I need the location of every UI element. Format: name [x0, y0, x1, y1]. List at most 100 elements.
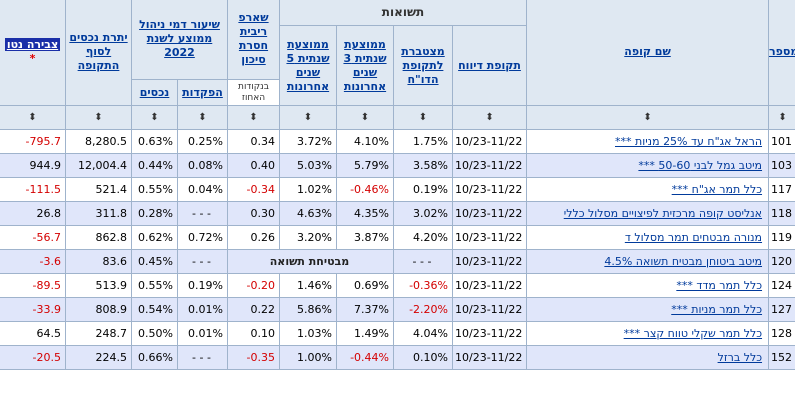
cell-fund-id: 103 — [768, 153, 795, 178]
fund-name-link[interactable]: כלל תמר מניות *** — [671, 303, 763, 316]
col-header-fees-assets-link[interactable]: נכסים — [139, 86, 170, 99]
fund-name-link[interactable]: אנליסט קופה מרכזית לפיצויים מסלול כללי — [563, 207, 763, 220]
cell-fee-deposits: - - - — [177, 345, 228, 370]
cell-fee-assets: 0.54% — [131, 297, 178, 322]
fund-name-link[interactable]: כלל ברזל — [717, 351, 763, 364]
cell-avg5: 5.86% — [279, 297, 337, 322]
cell-assets: 513.9 — [65, 273, 132, 298]
cell-assets: 808.9 — [65, 297, 132, 322]
cell-fund-id: 117 — [768, 177, 795, 202]
sort-fees-deposits-icon[interactable]: ⬍ — [177, 105, 228, 130]
cell-cum: -2.20% — [393, 297, 453, 322]
cell-fee-assets: 0.28% — [131, 201, 178, 226]
cell-fee-assets: 0.55% — [131, 273, 178, 298]
col-header-avg3-link[interactable]: ממוצעת שנתית 3 שנים אחרונות — [343, 37, 387, 93]
col-header-fees-deposits-link[interactable]: הפקדות — [182, 86, 223, 99]
cell-cum: -0.36% — [393, 273, 453, 298]
cell-fund-name: אנליסט קופה מרכזית לפיצויים מסלול כללי — [526, 201, 770, 226]
cell-netflow: -20.5 — [0, 345, 66, 370]
col-header-fees-assets[interactable]: נכסים — [131, 79, 178, 106]
cell-fee-assets: 0.55% — [131, 177, 178, 202]
cell-avg5: 5.03% — [279, 153, 337, 178]
cell-avg5: 1.00% — [279, 345, 337, 370]
table-row: -795.7 8,280.5 0.63% 0.25% 0.34 3.72% 4.10% 1.7… — [0, 129, 795, 154]
col-header-period[interactable]: תקופת דיווח — [451, 25, 528, 106]
table-row: 944.9 12,004.4 0.44% 0.08% 0.40 5.03% 5.79% 3.5… — [0, 153, 795, 178]
fund-name-link[interactable]: כלל תמר מדד *** — [676, 279, 763, 292]
cell-sharpe: 0.30 — [227, 201, 280, 226]
sort-sharpe-icon[interactable]: ⬍ — [227, 105, 280, 130]
col-header-avg3[interactable]: ממוצעת שנתית 3 שנים אחרונות — [336, 25, 394, 106]
sort-name-icon[interactable]: ⬍ — [526, 105, 770, 130]
cell-fund-name: כלל תמר שקלי טווח קצר *** — [526, 321, 770, 346]
cell-assets: 248.7 — [65, 321, 132, 346]
table-row: -3.6 83.6 0.45% - - - מבטיחת תשואה - - -10/23… — [0, 249, 795, 274]
cell-avg3: -0.44% — [336, 345, 394, 370]
cell-assets: 224.5 — [65, 345, 132, 370]
cell-avg5: 3.20% — [279, 225, 337, 250]
cell-sharpe: 0.40 — [227, 153, 280, 178]
col-header-name[interactable]: שם קופה — [526, 0, 770, 106]
cell-netflow: 64.5 — [0, 321, 66, 346]
col-header-name-link[interactable]: שם קופה — [624, 45, 671, 58]
col-header-fees-link[interactable]: שיעור דמי ניהול ממוצע לשנת 2022 — [139, 18, 220, 59]
sort-cum-icon[interactable]: ⬍ — [393, 105, 453, 130]
cell-fee-deposits: 0.01% — [177, 321, 228, 346]
cell-avg5: 4.63% — [279, 201, 337, 226]
cell-fee-deposits: 0.08% — [177, 153, 228, 178]
fund-name-link[interactable]: מיטב ביטוחן מבטיח תשואה 4.5% — [604, 255, 763, 268]
col-header-avg5-link[interactable]: ממוצעת שנתית 5 שנים אחרונות — [286, 37, 330, 93]
fund-name-link[interactable]: מיטב גמל לבני 50-60 *** — [638, 159, 763, 172]
sort-fees-assets-icon[interactable]: ⬍ — [131, 105, 178, 130]
fund-name-link[interactable]: כלל תמר שקלי טווח קצר *** — [623, 327, 763, 340]
col-header-netflow[interactable]: צבירה נטו * — [0, 0, 66, 106]
col-header-sharpe[interactable]: שארפ ריבית חסרת סיכון — [227, 0, 280, 80]
cell-fund-name: מנורה מבטחים תמר מסלול ד — [526, 225, 770, 250]
sort-period-icon[interactable]: ⬍ — [451, 105, 528, 130]
cell-fund-id: 118 — [768, 201, 795, 226]
col-header-fees-deposits[interactable]: הפקדות — [177, 79, 228, 106]
sort-avg3-icon[interactable]: ⬍ — [336, 105, 394, 130]
col-header-cum-link[interactable]: מצטברת לתקופת הדו"ח — [401, 44, 445, 86]
col-header-sharpe-link[interactable]: שארפ ריבית חסרת סיכון — [238, 11, 269, 66]
cell-fund-name: כלל ברזל — [526, 345, 770, 370]
cell-assets: 12,004.4 — [65, 153, 132, 178]
cell-netflow: -111.5 — [0, 177, 66, 202]
cell-avg5: 1.46% — [279, 273, 337, 298]
col-header-id-link[interactable]: מספר — [769, 45, 795, 58]
fund-name-link[interactable]: כלל תמר אג"ח *** — [671, 183, 763, 196]
cell-sharpe: 0.34 — [227, 129, 280, 154]
col-header-assets-link[interactable]: יתרת נכסים לסוף התקופה — [69, 31, 128, 72]
cell-fee-assets: 0.44% — [131, 153, 178, 178]
cell-netflow: -33.9 — [0, 297, 66, 322]
sort-id-icon[interactable]: ⬍ — [768, 105, 795, 130]
cell-cum: 4.20% — [393, 225, 453, 250]
fund-name-link[interactable]: מנורה מבטחים תמר מסלול ד — [624, 231, 763, 244]
col-header-assets[interactable]: יתרת נכסים לסוף התקופה — [65, 0, 132, 106]
cell-netflow: -89.5 — [0, 273, 66, 298]
sort-assets-icon[interactable]: ⬍ — [65, 105, 132, 130]
table-row: 64.5 248.7 0.50% 0.01% 0.10 1.03% 1.49% 4.04% 10… — [0, 321, 795, 346]
cell-avg3: 0.69% — [336, 273, 394, 298]
sort-netflow-icon[interactable]: ⬍ — [0, 105, 66, 130]
table-row: 26.8 311.8 0.28% - - -0.30 4.63% 4.35% 3.02% 10… — [0, 201, 795, 226]
cell-fee-deposits: 0.04% — [177, 177, 228, 202]
col-header-period-link[interactable]: תקופת דיווח — [458, 58, 521, 72]
cell-sharpe: -0.34 — [227, 177, 280, 202]
col-header-avg5[interactable]: ממוצעת שנתית 5 שנים אחרונות — [279, 25, 337, 106]
col-header-fees[interactable]: שיעור דמי ניהול ממוצע לשנת 2022 — [131, 0, 228, 80]
sort-avg5-icon[interactable]: ⬍ — [279, 105, 337, 130]
col-header-cum[interactable]: מצטברת לתקופת הדו"ח — [393, 25, 453, 106]
col-header-id[interactable]: מספר — [768, 0, 795, 106]
cell-cum: 0.10% — [393, 345, 453, 370]
cell-fee-deposits: 0.72% — [177, 225, 228, 250]
cell-avg3: 4.35% — [336, 201, 394, 226]
cell-fund-name: מיטב גמל לבני 50-60 *** — [526, 153, 770, 178]
table-row: -56.7 862.8 0.62% 0.72% 0.26 3.20% 3.87% 4.20% 1… — [0, 225, 795, 250]
cell-sharpe: -0.35 — [227, 345, 280, 370]
fund-name-link[interactable]: הראל אג"ח עד 25% מניות *** — [615, 135, 763, 148]
col-header-netflow-label[interactable]: צבירה נטו — [4, 38, 61, 51]
cell-fee-assets: 0.50% — [131, 321, 178, 346]
table-row: -20.5 224.5 0.66% - - - -0.35 1.00% -0.44% 0.10… — [0, 345, 795, 370]
cell-fee-deposits: - - - — [177, 249, 228, 274]
